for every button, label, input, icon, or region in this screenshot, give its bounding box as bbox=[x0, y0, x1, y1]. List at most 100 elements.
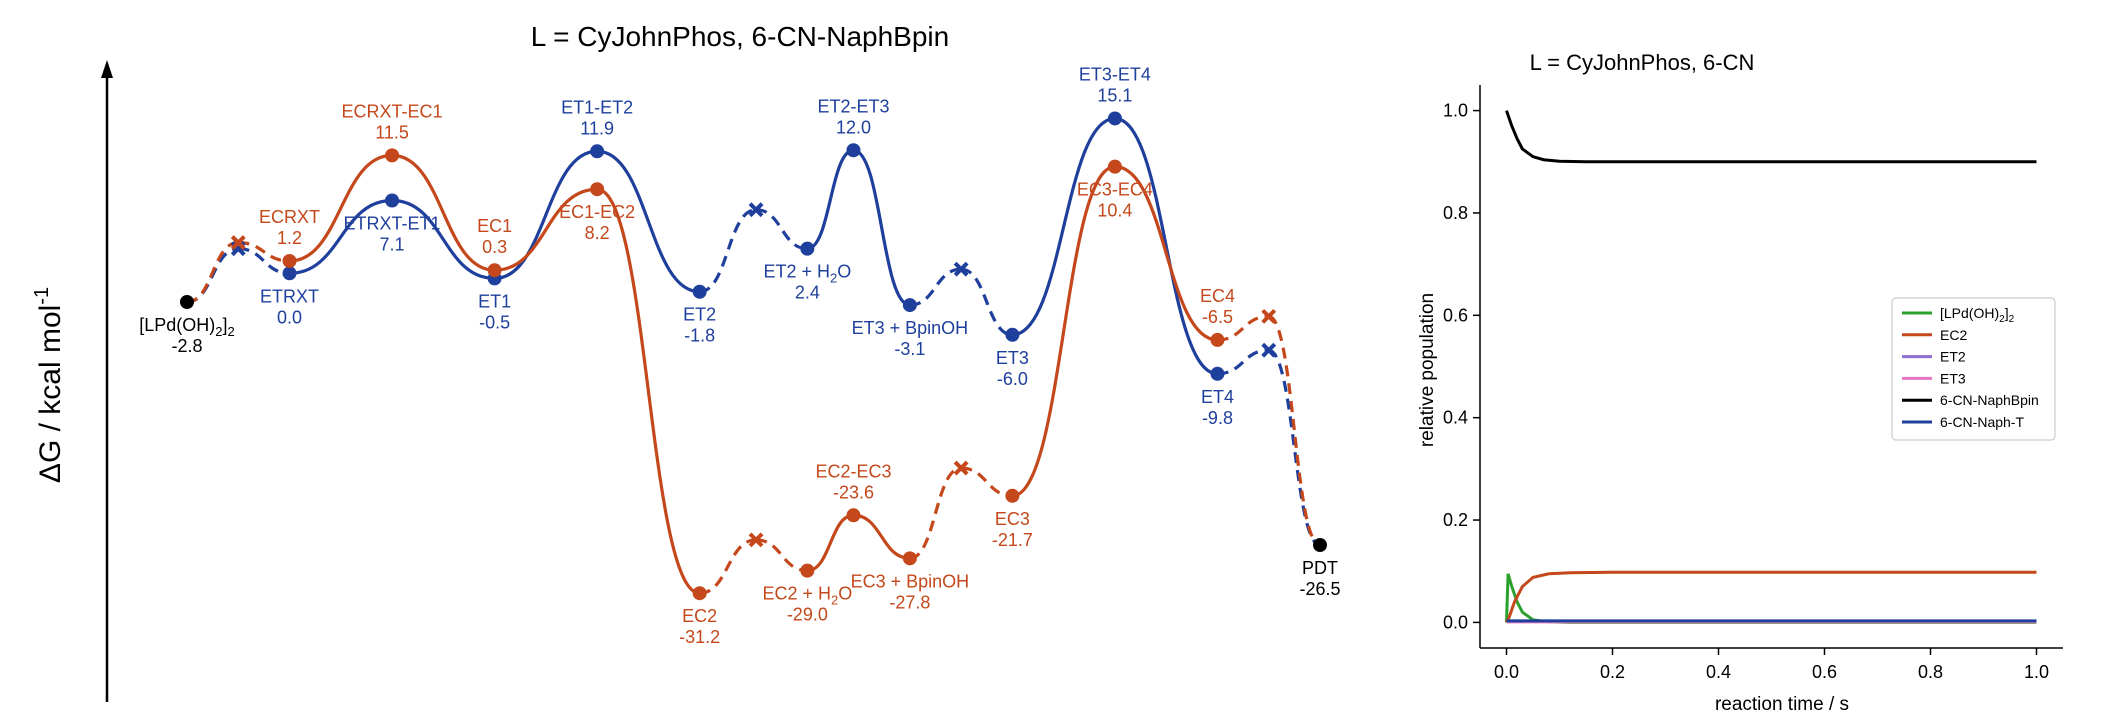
state-label: ET1 bbox=[478, 291, 511, 311]
ec-profile-segment bbox=[1114, 165, 1218, 342]
state-label: PDT bbox=[1302, 558, 1338, 578]
ec-profile-segment bbox=[1268, 314, 1321, 547]
legend-entry: EC2 bbox=[1940, 327, 1967, 343]
et-profile-segment bbox=[1268, 348, 1321, 547]
state-annotation: ET2-1.8 bbox=[683, 305, 716, 346]
population-series-line bbox=[1505, 110, 2037, 164]
state-energy-value: -6.5 bbox=[1202, 307, 1233, 327]
state-energy-value: 15.1 bbox=[1097, 85, 1132, 105]
ec-transition-x-marker bbox=[748, 532, 764, 548]
state-annotation: ET1-0.5 bbox=[478, 291, 511, 332]
ec-profile-segment bbox=[699, 538, 757, 595]
state-annotation: ET3-6.0 bbox=[996, 348, 1029, 389]
state-energy-value: 2.4 bbox=[795, 283, 820, 303]
et-profile-segment bbox=[699, 208, 757, 294]
ec-transition-x-marker bbox=[953, 460, 969, 476]
y-tick-label: 0.8 bbox=[1443, 203, 1468, 223]
state-label: ET3 bbox=[996, 348, 1029, 368]
state-energy-value: 7.1 bbox=[380, 234, 405, 254]
energy-axis-arrowhead bbox=[101, 60, 113, 78]
y-tick-label: 1.0 bbox=[1443, 101, 1468, 121]
et-transition-x-marker bbox=[953, 261, 969, 277]
state-label: EC3 bbox=[995, 509, 1030, 529]
et-state-point bbox=[692, 284, 707, 299]
state-energy-value: -9.8 bbox=[1202, 408, 1233, 428]
state-label: ET4 bbox=[1201, 387, 1234, 407]
ec-profile-segment bbox=[391, 153, 495, 272]
ec-state-point bbox=[846, 508, 861, 523]
state-annotation: EC3-21.7 bbox=[992, 509, 1033, 550]
y-tick-label: 0.4 bbox=[1443, 408, 1468, 428]
state-label: EC4 bbox=[1200, 286, 1235, 306]
ec-profile-segment bbox=[961, 466, 1013, 498]
ec-transition-x-marker bbox=[230, 235, 246, 250]
et-profile-segment bbox=[392, 198, 495, 281]
et-profile-segment bbox=[1217, 348, 1269, 376]
et-transition-x-marker bbox=[748, 202, 764, 218]
ec-profile-segment bbox=[755, 538, 808, 573]
ec-profile-segment bbox=[807, 513, 854, 573]
population-ticks: 0.0 0.2 0.4 0.6 0.8 1.0 0.0 0.2 0.4 0.6 0.8 1.0 bbox=[1443, 101, 2049, 682]
ec-profile-segment bbox=[494, 187, 598, 272]
ec-state-point bbox=[800, 563, 815, 578]
ec-state-point bbox=[1005, 488, 1020, 503]
state-energy-value: 11.5 bbox=[375, 122, 409, 142]
state-label: EC3-EC4 bbox=[1077, 180, 1153, 200]
x-tick-label: 0.2 bbox=[1600, 662, 1625, 682]
state-label: ET3-ET4 bbox=[1079, 64, 1151, 84]
population-title: L = CyJohnPhos, 6-CN bbox=[1530, 50, 1755, 75]
energy-profile-chart: L = CyJohnPhos, 6-CN-NaphBpin ΔG / kcal … bbox=[31, 21, 1341, 702]
legend-entry: 6-CN-Naph-T bbox=[1940, 414, 2024, 430]
et-state-point bbox=[846, 143, 861, 158]
state-energy-value: -26.5 bbox=[1299, 579, 1340, 599]
ec-profile-segment bbox=[909, 466, 962, 560]
state-energy-value: -6.0 bbox=[997, 369, 1028, 389]
et-profile-segment bbox=[909, 267, 962, 307]
state-energy-value: -27.8 bbox=[889, 592, 930, 612]
et-state-point bbox=[385, 193, 400, 208]
state-annotation: EC2-31.2 bbox=[679, 606, 720, 647]
state-label: ET2-ET3 bbox=[817, 96, 889, 116]
x-tick-label: 0.6 bbox=[1812, 662, 1837, 682]
et-state-point bbox=[282, 266, 297, 281]
state-annotation: PDT-26.5 bbox=[1299, 558, 1340, 599]
ec-state-point bbox=[1210, 332, 1225, 347]
ec-profile-segment bbox=[186, 240, 239, 304]
population-legend: [LPd(OH)2]2 EC2 ET2 ET3 6-CN-NaphBpin 6-CN-Na… bbox=[1891, 297, 2056, 441]
x-tick-label: 0.8 bbox=[1918, 662, 1943, 682]
state-label: EC1-EC2 bbox=[559, 202, 635, 222]
population-series-line bbox=[1505, 573, 2037, 624]
state-label: ET3 + BpinOH bbox=[852, 318, 969, 338]
profile-markers bbox=[180, 111, 1327, 601]
population-y-label: relative population bbox=[1417, 293, 1438, 447]
state-energy-value: -23.6 bbox=[833, 482, 874, 502]
et-profile-segment bbox=[289, 198, 393, 275]
ec-state-point bbox=[692, 586, 707, 601]
et-state-point bbox=[590, 144, 605, 159]
population-x-label: reaction time / s bbox=[1715, 694, 1849, 715]
state-energy-value: 8.2 bbox=[585, 223, 610, 243]
state-energy-value: -21.7 bbox=[992, 530, 1033, 550]
state-energy-value: -29.0 bbox=[787, 605, 828, 625]
energy-profile-title: L = CyJohnPhos, 6-CN-NaphBpin bbox=[531, 21, 949, 52]
et-transition-x-marker bbox=[1261, 342, 1277, 358]
ec-state-point bbox=[385, 148, 400, 163]
state-label: ECRXT bbox=[259, 207, 320, 227]
shared-endpoint-point bbox=[180, 295, 194, 309]
ec-profile-segment bbox=[596, 187, 701, 595]
state-energy-value: 10.4 bbox=[1097, 201, 1132, 221]
state-energy-value: 11.9 bbox=[580, 118, 614, 138]
et-state-point bbox=[1107, 111, 1122, 126]
state-annotation: EC4-6.5 bbox=[1200, 286, 1235, 327]
energy-axis-label: ΔG / kcal mol-1 bbox=[31, 287, 67, 483]
ec-profile-segment bbox=[289, 153, 393, 263]
x-tick-label: 0.0 bbox=[1494, 662, 1519, 682]
y-tick-label: 0.0 bbox=[1443, 612, 1468, 632]
